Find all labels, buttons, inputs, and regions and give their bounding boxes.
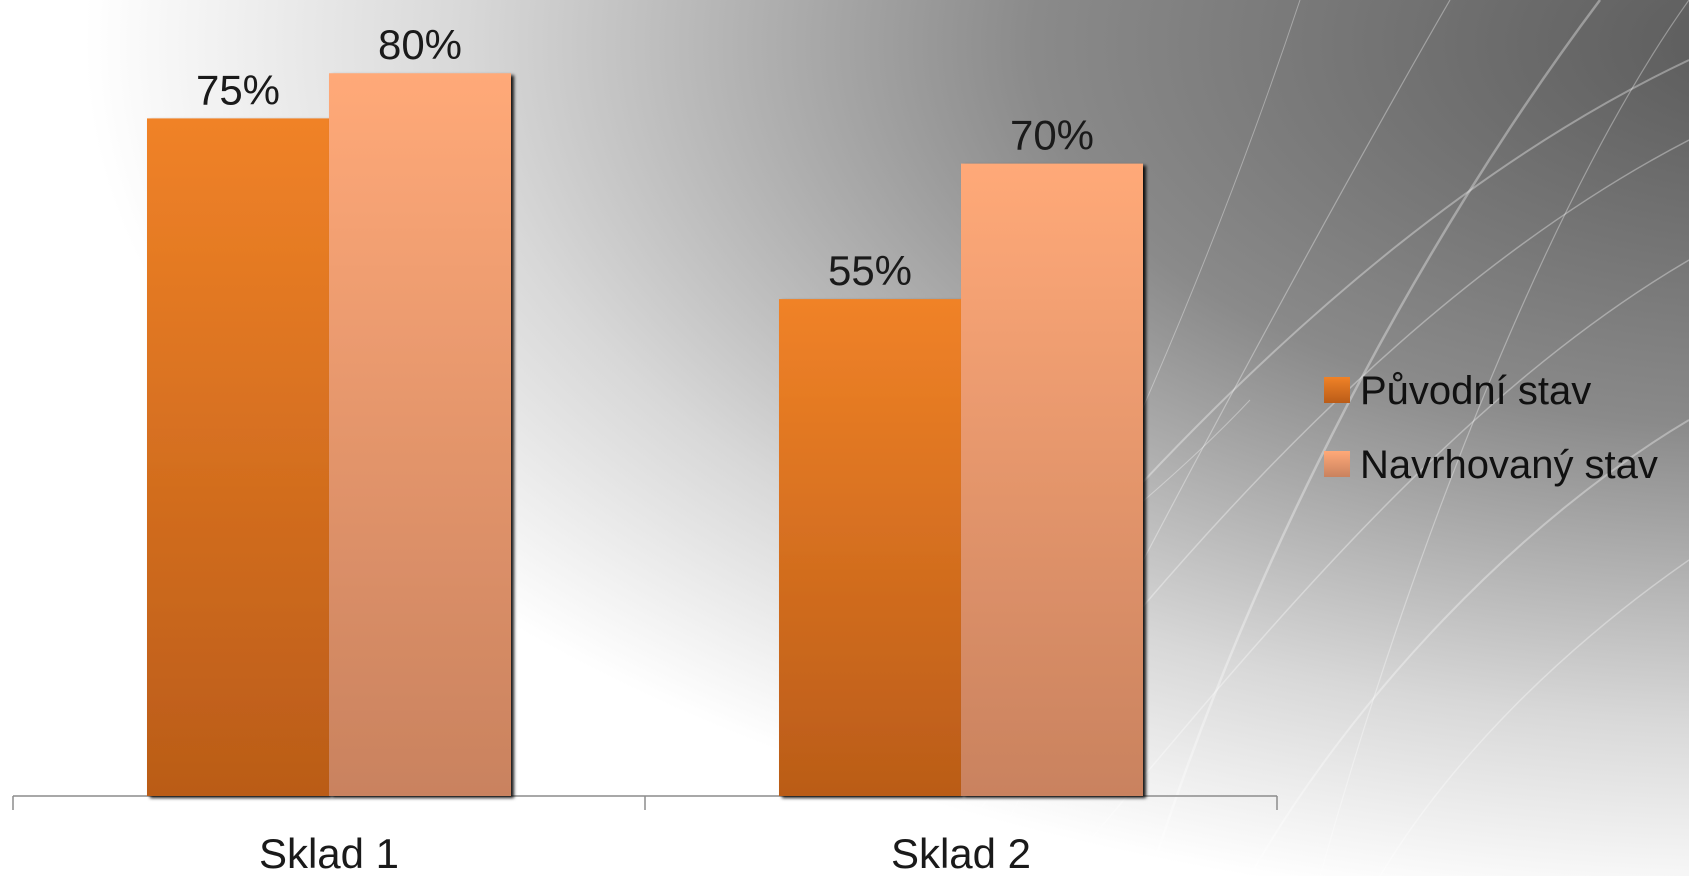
legend-label-puvodni: Původní stav <box>1360 369 1591 413</box>
bar-navrhovany-2 <box>961 163 1143 797</box>
data-label-navrhovany-2: 70% <box>1010 112 1094 159</box>
legend-label-navrhovany: Navrhovaný stav <box>1360 443 1658 487</box>
category-label-1: Sklad 1 <box>259 830 399 876</box>
bar-puvodni-2 <box>779 299 961 796</box>
legend-swatch-puvodni <box>1324 377 1350 403</box>
legend: Původní stav Navrhovaný stav <box>1324 369 1658 487</box>
bar-navrhovany-1 <box>329 73 511 796</box>
legend-swatch-navrhovany <box>1324 451 1350 477</box>
data-label-navrhovany-1: 80% <box>378 21 462 68</box>
category-label-2: Sklad 2 <box>891 830 1031 876</box>
bar-series <box>147 73 1143 797</box>
bar-puvodni-1 <box>147 118 329 796</box>
data-label-puvodni-2: 55% <box>828 247 912 294</box>
data-label-puvodni-1: 75% <box>196 66 280 113</box>
data-labels: 75% 80% 55% 70% <box>196 21 1094 294</box>
category-labels: Sklad 1 Sklad 2 <box>259 830 1031 876</box>
